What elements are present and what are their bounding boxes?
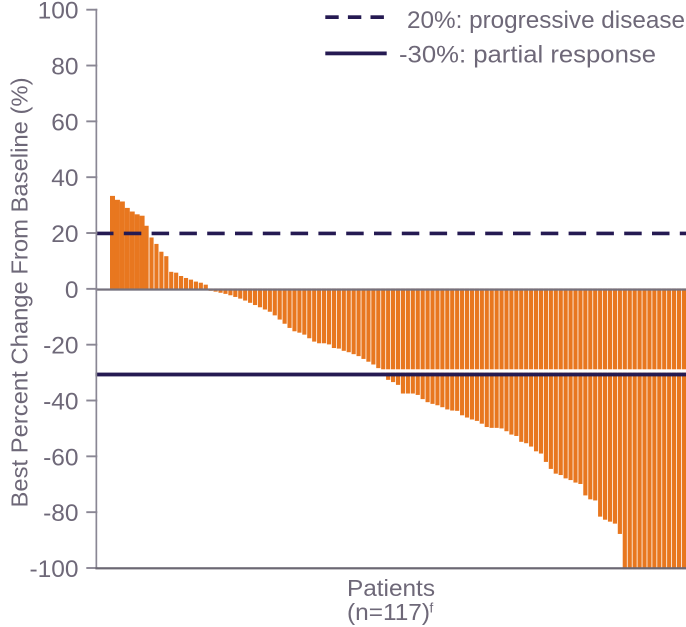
svg-text:Patients: Patients [347,575,435,601]
svg-text:20%: progressive disease: 20%: progressive disease [407,7,685,34]
svg-text:-80: -80 [43,500,78,527]
svg-text:-30%: partial response: -30%: partial response [399,41,656,68]
svg-text:40: 40 [51,165,78,192]
svg-text:100: 100 [38,0,79,25]
svg-text:f: f [430,601,434,616]
svg-text:0: 0 [65,277,79,304]
svg-text:80: 80 [51,53,78,80]
svg-text:-40: -40 [43,388,78,415]
svg-text:(n=117): (n=117) [347,599,430,625]
svg-text:-20: -20 [43,333,78,360]
svg-text:60: 60 [51,109,78,136]
svg-text:20: 20 [51,221,78,248]
svg-text:Best Percent Change From Basel: Best Percent Change From Baseline (%) [7,78,33,508]
svg-text:-60: -60 [43,444,78,471]
svg-text:-100: -100 [29,556,78,583]
